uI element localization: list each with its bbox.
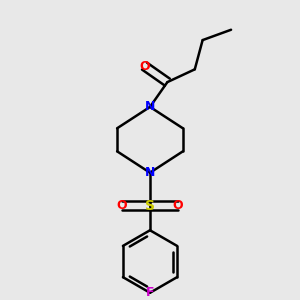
- Text: N: N: [145, 166, 155, 179]
- Text: S: S: [145, 199, 155, 213]
- Text: O: O: [139, 60, 150, 73]
- Text: O: O: [172, 199, 183, 212]
- Text: F: F: [146, 286, 154, 299]
- Text: N: N: [145, 100, 155, 113]
- Text: O: O: [117, 199, 128, 212]
